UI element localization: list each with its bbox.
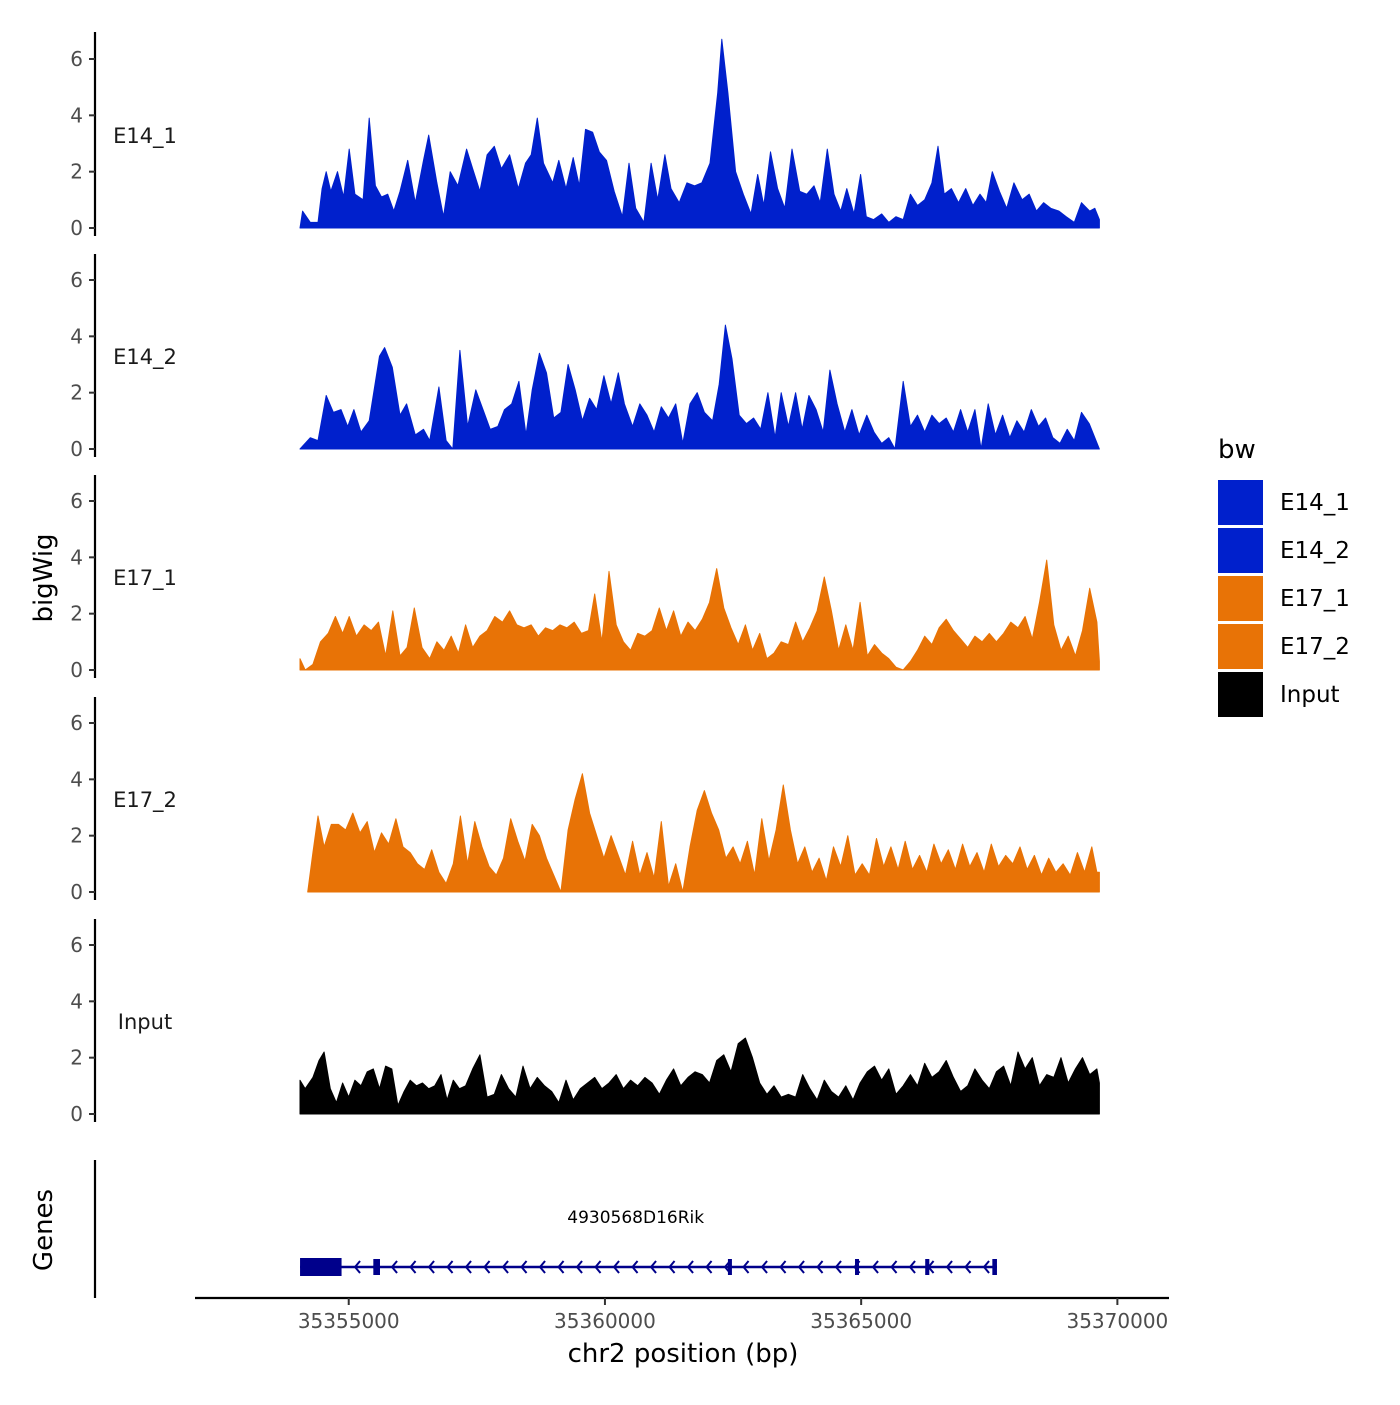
genes-track-title: Genes [29, 1189, 59, 1271]
y-tick-label: 0 [70, 1102, 83, 1126]
signal-area-E17_2 [307, 773, 1100, 893]
gene-exon [727, 1259, 732, 1275]
strand-arrow [612, 1260, 620, 1274]
strand-arrow [446, 1260, 454, 1274]
y-tick-label: 4 [70, 989, 83, 1013]
track-label: E17_2 [113, 788, 177, 813]
track-E17_1: 0 2 4 6 E17_1 [70, 475, 1100, 682]
tracks-layer: 0 2 4 6 E14_1 0 2 4 6 E14_2 0 2 4 6 E17_1 0 2 4 6 E17_2 0 2 4 6… [70, 32, 1100, 1126]
track-label: E14_1 [113, 124, 177, 149]
strand-arrow [760, 1260, 768, 1274]
strand-arrow [982, 1260, 990, 1274]
strand-arrow [945, 1260, 953, 1274]
x-axis-title: chr2 position (bp) [568, 1339, 799, 1369]
y-tick-label: 6 [70, 268, 83, 292]
signal-area-E14_2 [299, 324, 1100, 450]
y-tick-label: 2 [70, 1046, 83, 1070]
strand-arrow [631, 1260, 639, 1274]
strand-arrow [834, 1260, 842, 1274]
y-tick-label: 2 [70, 160, 83, 184]
y-tick-label: 0 [70, 658, 83, 682]
strand-arrow [427, 1260, 435, 1274]
y-axis-title: bigWig [29, 533, 59, 622]
strand-arrow [409, 1260, 417, 1274]
strand-arrow [390, 1260, 398, 1274]
y-tick-label: 2 [70, 824, 83, 848]
track-label: Input [118, 1010, 172, 1034]
strand-arrow [594, 1260, 602, 1274]
genes-layer: 4930568D16Rik [93, 1160, 997, 1298]
strand-arrow [649, 1260, 657, 1274]
gene-name-label: 4930568D16Rik [567, 1208, 704, 1228]
strand-arrow [538, 1260, 546, 1274]
legend-key-Input [1218, 672, 1263, 717]
signal-area-E17_1 [299, 559, 1100, 671]
strand-arrow [353, 1260, 361, 1274]
strand-arrow [779, 1260, 787, 1274]
track-label: E14_2 [113, 345, 177, 370]
legend-title: bw [1218, 435, 1256, 465]
signal-area-E14_1 [299, 38, 1100, 229]
track-E14_1: 0 2 4 6 E14_1 [70, 32, 1100, 240]
gene-exon [373, 1259, 380, 1275]
legend: bw E14_1 E14_2 E17_1 E17_2 Input [1218, 435, 1350, 717]
legend-key-E17_2 [1218, 624, 1263, 669]
strand-arrow [871, 1260, 879, 1274]
track-E14_2: 0 2 4 6 E14_2 [70, 254, 1100, 461]
gene-exon [925, 1259, 930, 1275]
x-tick-label: 35355000 [298, 1309, 400, 1333]
y-tick-label: 0 [70, 437, 83, 461]
gene-exon [300, 1258, 342, 1276]
strand-arrow [964, 1260, 972, 1274]
y-tick-label: 0 [70, 880, 83, 904]
gene-exon [855, 1259, 860, 1275]
strand-arrow [890, 1260, 898, 1274]
legend-label: E17_2 [1280, 634, 1350, 660]
track-Input: 0 2 4 6 Input [70, 919, 1100, 1126]
y-tick-label: 4 [70, 103, 83, 127]
strand-arrow [686, 1260, 694, 1274]
x-axis: 35355000 35360000 35365000 35370000 [195, 1296, 1169, 1333]
y-tick-label: 6 [70, 711, 83, 735]
strand-arrow [705, 1260, 713, 1274]
gene-exon [992, 1259, 997, 1275]
y-tick-label: 2 [70, 602, 83, 626]
strand-arrow [908, 1260, 916, 1274]
legend-label: E17_1 [1280, 586, 1350, 612]
y-tick-label: 6 [70, 489, 83, 513]
legend-label: Input [1280, 682, 1340, 708]
strand-arrow [742, 1260, 750, 1274]
strand-arrow [797, 1260, 805, 1274]
y-tick-label: 6 [70, 933, 83, 957]
track-label: E17_1 [113, 566, 177, 591]
y-tick-label: 4 [70, 767, 83, 791]
strand-arrow [816, 1260, 824, 1274]
legend-key-E17_1 [1218, 576, 1263, 621]
strand-arrow [557, 1260, 565, 1274]
y-tick-label: 4 [70, 324, 83, 348]
y-tick-label: 2 [70, 381, 83, 405]
strand-arrow [464, 1260, 472, 1274]
track-E17_2: 0 2 4 6 E17_2 [70, 697, 1100, 904]
signal-area-Input [299, 1037, 1100, 1115]
x-tick-label: 35360000 [554, 1309, 656, 1333]
x-tick-label: 35365000 [810, 1309, 912, 1333]
legend-key-E14_1 [1218, 480, 1263, 525]
y-tick-label: 0 [70, 216, 83, 240]
strand-arrow [501, 1260, 509, 1274]
y-tick-label: 6 [70, 47, 83, 71]
legend-label: E14_2 [1280, 538, 1350, 564]
strand-arrow [575, 1260, 583, 1274]
x-tick-label: 35370000 [1066, 1309, 1168, 1333]
legend-label: E14_1 [1280, 490, 1350, 516]
strand-arrow [668, 1260, 676, 1274]
strand-arrow [483, 1260, 491, 1274]
strand-arrow [520, 1260, 528, 1274]
y-tick-label: 4 [70, 545, 83, 569]
legend-key-E14_2 [1218, 528, 1263, 573]
